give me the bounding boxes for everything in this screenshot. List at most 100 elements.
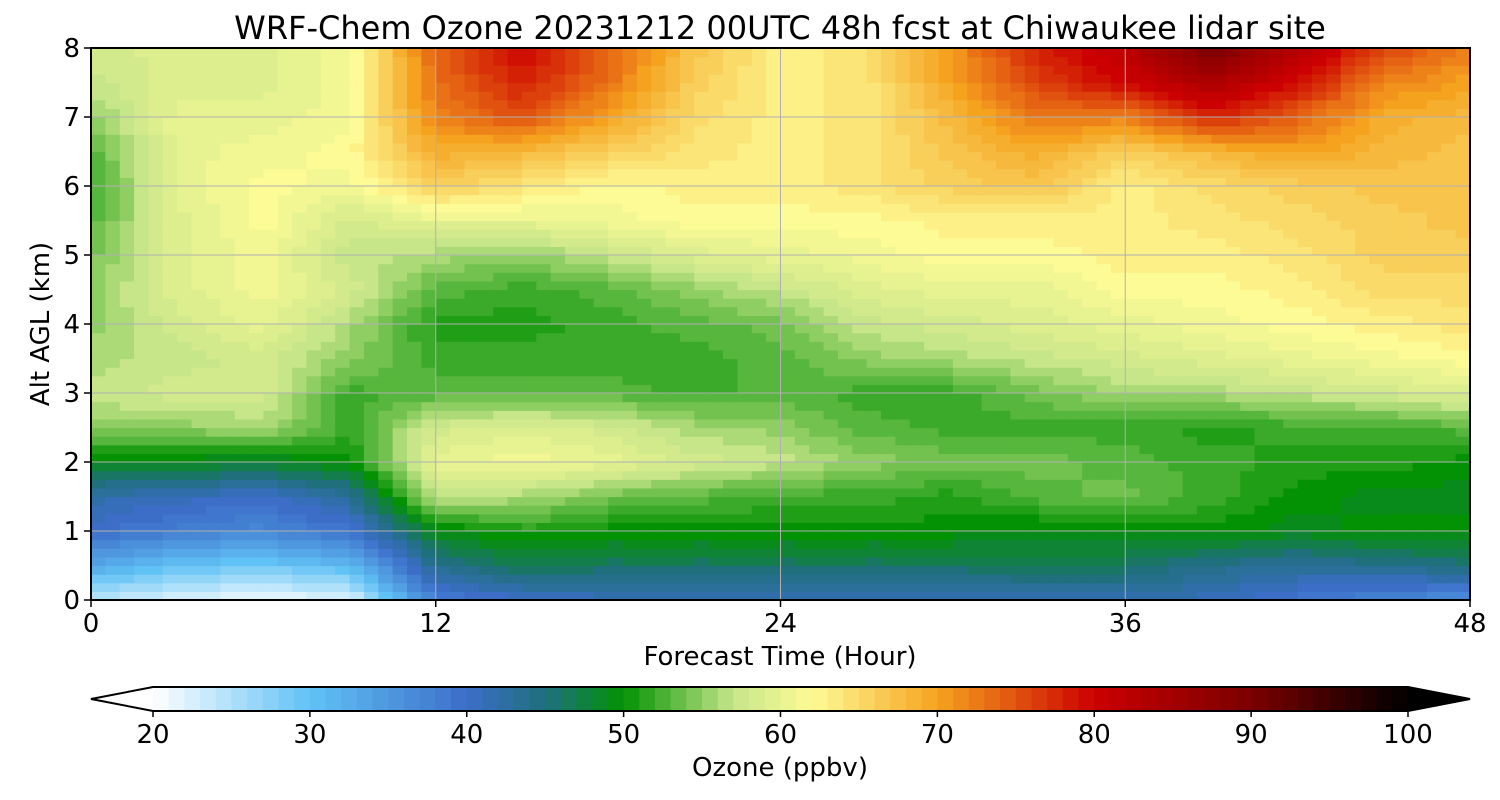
- heatmap-cell: [1182, 332, 1198, 342]
- heatmap-cell: [148, 358, 164, 368]
- heatmap-cell: [1082, 289, 1098, 299]
- heatmap-cell: [1326, 513, 1342, 523]
- heatmap-cell: [191, 255, 207, 265]
- heatmap-cell: [1441, 531, 1457, 541]
- heatmap-cell: [622, 306, 638, 316]
- heatmap-cell: [665, 186, 681, 196]
- heatmap-cell: [1024, 324, 1040, 334]
- heatmap-cell: [679, 358, 695, 368]
- heatmap-cell: [622, 582, 638, 592]
- heatmap-cell: [378, 194, 394, 204]
- heatmap-cell: [335, 168, 351, 178]
- heatmap-cell: [1240, 479, 1256, 489]
- heatmap-cell: [579, 358, 595, 368]
- heatmap-cell: [995, 462, 1011, 472]
- heatmap-cell: [679, 539, 695, 549]
- heatmap-cell: [981, 384, 997, 394]
- heatmap-cell: [1297, 151, 1313, 161]
- heatmap-cell: [881, 401, 897, 411]
- heatmap-cell: [263, 548, 279, 558]
- heatmap-cell: [148, 324, 164, 334]
- heatmap-cell: [593, 470, 609, 480]
- heatmap-cell: [579, 513, 595, 523]
- heatmap-cell: [1039, 358, 1055, 368]
- heatmap-cell: [1039, 410, 1055, 420]
- heatmap-cell: [1096, 496, 1112, 506]
- heatmap-cell: [1441, 487, 1457, 498]
- heatmap-cell: [1254, 505, 1270, 515]
- heatmap-cell: [1326, 574, 1342, 584]
- heatmap-cell: [1067, 211, 1083, 222]
- heatmap-cell: [1110, 220, 1126, 230]
- heatmap-cell: [895, 531, 911, 541]
- heatmap-cell: [967, 375, 983, 385]
- heatmap-cell: [119, 401, 135, 411]
- heatmap-cell: [320, 324, 336, 334]
- heatmap-cell: [1412, 341, 1428, 351]
- heatmap-cell: [220, 453, 236, 463]
- heatmap-cell: [191, 393, 207, 403]
- heatmap-cell: [450, 168, 466, 178]
- heatmap-cell: [119, 168, 135, 178]
- heatmap-cell: [981, 315, 997, 325]
- heatmap-cell: [1455, 306, 1471, 316]
- heatmap-cell: [464, 513, 480, 523]
- heatmap-cell: [1096, 574, 1112, 584]
- heatmap-cell: [1053, 505, 1069, 515]
- heatmap-cell: [464, 341, 480, 351]
- heatmap-cell: [234, 479, 250, 489]
- heatmap-cell: [1340, 246, 1356, 256]
- heatmap-cell: [1225, 436, 1241, 446]
- heatmap-cell: [1182, 263, 1198, 273]
- heatmap-cell: [464, 462, 480, 472]
- heatmap-cell: [622, 410, 638, 420]
- heatmap-cell: [1010, 211, 1026, 222]
- heatmap-cell: [421, 211, 437, 222]
- heatmap-cell: [651, 496, 667, 506]
- heatmap-cell: [378, 393, 394, 403]
- heatmap-cell: [723, 401, 738, 411]
- heatmap-cell: [1096, 186, 1112, 196]
- heatmap-cell: [593, 237, 609, 247]
- heatmap-cell: [1067, 487, 1083, 498]
- heatmap-cell: [105, 548, 121, 558]
- heatmap-cell: [363, 255, 379, 265]
- heatmap-cell: [550, 332, 566, 342]
- heatmap-cell: [866, 591, 882, 601]
- heatmap-cell: [1326, 548, 1342, 558]
- heatmap-cell: [1268, 203, 1284, 213]
- heatmap-cell: [320, 255, 336, 265]
- heatmap-cell: [1297, 211, 1313, 222]
- heatmap-cell: [292, 548, 308, 558]
- heatmap-cell: [1369, 565, 1385, 575]
- heatmap-cell: [751, 186, 767, 196]
- heatmap-cell: [665, 539, 681, 549]
- heatmap-cell: [1039, 315, 1055, 325]
- heatmap-cell: [407, 574, 422, 584]
- heatmap-cell: [651, 418, 667, 429]
- heatmap-cell: [263, 384, 279, 394]
- heatmap-cell: [1139, 186, 1155, 196]
- heatmap-cell: [766, 574, 782, 584]
- heatmap-cell: [191, 306, 207, 316]
- heatmap-cell: [866, 496, 882, 506]
- heatmap-cell: [234, 487, 250, 498]
- heatmap-cell: [407, 272, 422, 282]
- heatmap-cell: [665, 358, 681, 368]
- heatmap-cell: [450, 151, 466, 161]
- heatmap-cell: [723, 306, 738, 316]
- heatmap-cell: [177, 462, 193, 472]
- heatmap-cell: [737, 263, 753, 273]
- heatmap-cell: [665, 479, 681, 489]
- heatmap-cell: [177, 358, 193, 368]
- heatmap-cell: [493, 280, 509, 291]
- heatmap-cell: [881, 280, 897, 291]
- heatmap-cell: [292, 332, 308, 342]
- heatmap-cell: [837, 401, 853, 411]
- heatmap-cell: [751, 582, 767, 592]
- heatmap-cell: [1254, 367, 1270, 377]
- heatmap-cell: [320, 453, 336, 463]
- heatmap-cell: [565, 186, 580, 196]
- heatmap-cell: [1326, 315, 1342, 325]
- heatmap-cell: [1297, 349, 1313, 360]
